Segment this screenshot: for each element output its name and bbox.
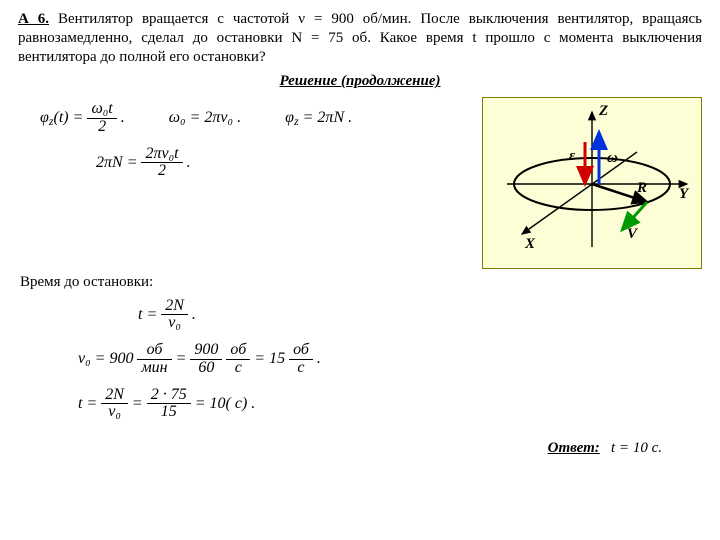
label-r: R: [636, 180, 647, 196]
frac-4-den: 2: [141, 163, 182, 180]
formula-4: 2πN = 2πν₀t 2 .: [96, 146, 191, 181]
nu-u2: об с: [226, 342, 250, 377]
t-f2d: 15: [147, 404, 191, 421]
nu-u3: об с: [289, 342, 313, 377]
diagram: Z Y X R V ω ε: [482, 97, 702, 269]
tf-den: ν₀: [161, 315, 188, 332]
phi-arg: (t) =: [54, 109, 84, 126]
t-mid: =: [132, 395, 147, 412]
phi2: φ: [285, 109, 294, 126]
formula-3: φz = 2πN .: [285, 108, 352, 129]
t-f2n: 2 · 75: [147, 387, 191, 405]
formula-row-1: φz(t) = ω₀t 2 . ω₀ = 2πν₀ . φz = 2πN .: [40, 101, 474, 136]
nu-u1: об мин: [137, 342, 171, 377]
time-label: Время до остановки:: [20, 273, 702, 292]
nu-15: = 15: [254, 350, 285, 367]
label-z: Z: [598, 103, 608, 119]
problem-body: Вентилятор вращается с частотой ν = 900 …: [18, 11, 702, 65]
formula-block: φz(t) = ω₀t 2 . ω₀ = 2πν₀ . φz = 2πN . 2…: [18, 97, 474, 190]
label-eps: ε: [569, 148, 576, 164]
nu-f2d: 60: [190, 360, 222, 377]
t-rhs: = 10( c) .: [195, 395, 256, 412]
t-f1: 2N ν₀: [101, 387, 128, 422]
main-row: φz(t) = ω₀t 2 . ω₀ = 2πν₀ . φz = 2πN . 2…: [18, 97, 702, 269]
nu-f2: 900 60: [190, 342, 222, 377]
tf-frac: 2N ν₀: [161, 298, 188, 333]
problem-number: А 6.: [18, 11, 49, 27]
phi2-rhs: = 2πN .: [299, 109, 352, 126]
t-line: t = 2N ν₀ = 2 · 75 15 = 10( c) .: [78, 387, 702, 422]
nu-lhs: ν₀ = 900: [78, 350, 133, 367]
t-f1d: ν₀: [101, 404, 128, 421]
label-v: V: [627, 226, 639, 242]
problem-statement: А 6. Вентилятор вращается с частотой ν =…: [18, 10, 702, 66]
nu-u2d: с: [226, 360, 250, 377]
frac-1-den: 2: [87, 119, 116, 136]
frac-1: ω₀t 2: [87, 101, 116, 136]
nu-f2n: 900: [190, 342, 222, 360]
phi: φ: [40, 109, 49, 126]
nu-u1n: об: [137, 342, 171, 360]
frac-4: 2πν₀t 2: [141, 146, 182, 181]
nu-u3n: об: [289, 342, 313, 360]
formula-row-2: 2πN = 2πν₀t 2 .: [96, 146, 474, 181]
t-lhs: t =: [78, 395, 97, 412]
label-y: Y: [679, 186, 690, 202]
formula-1: φz(t) = ω₀t 2 .: [40, 101, 125, 136]
answer: Ответ: t = 10 с.: [18, 439, 702, 458]
nu-mid1: =: [176, 350, 191, 367]
frac-4-num: 2πν₀t: [141, 146, 182, 164]
t-f1n: 2N: [101, 387, 128, 405]
nu-line: ν₀ = 900 об мин = 900 60 об с = 15 об с …: [78, 342, 702, 377]
label-x: X: [524, 236, 536, 252]
f4-lhs: 2πN =: [96, 154, 137, 171]
diagram-svg: Z Y X R V ω ε: [487, 102, 697, 258]
tf-num: 2N: [161, 298, 188, 316]
nu-u3d: с: [289, 360, 313, 377]
time-formula: t = 2N ν₀ .: [138, 298, 702, 333]
nu-u1d: мин: [137, 360, 171, 377]
section-title: Решение (продолжение): [18, 72, 702, 91]
answer-value: t = 10 с.: [611, 440, 662, 456]
label-omega: ω: [607, 150, 618, 166]
nu-u2n: об: [226, 342, 250, 360]
answer-label: Ответ:: [548, 440, 600, 456]
tf-lhs: t =: [138, 305, 157, 322]
t-f2: 2 · 75 15: [147, 387, 191, 422]
frac-1-num: ω₀t: [87, 101, 116, 119]
formula-2: ω₀ = 2πν₀ .: [169, 108, 241, 128]
